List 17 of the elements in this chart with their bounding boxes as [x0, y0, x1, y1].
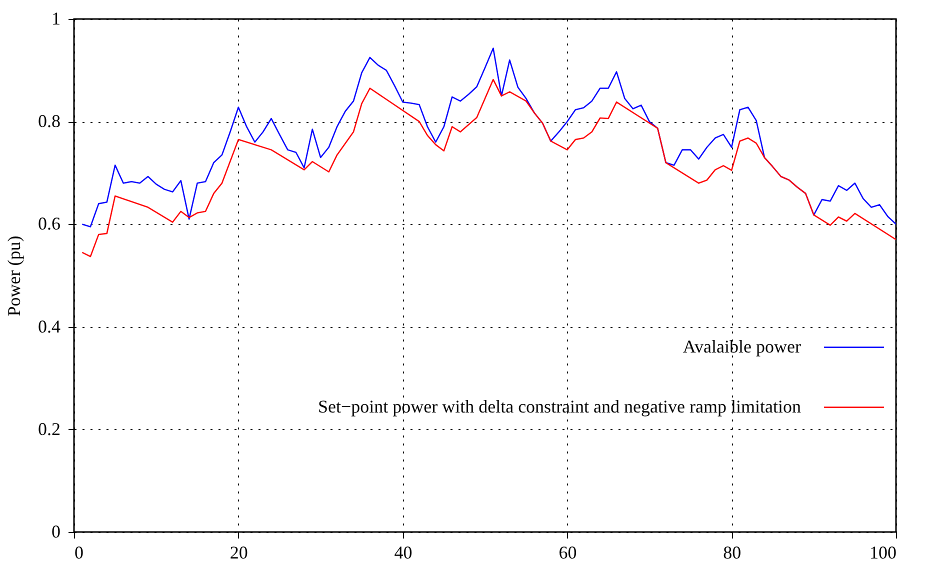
- x-tick-label: 100: [870, 542, 896, 562]
- y-tick-label: 0: [52, 522, 60, 542]
- legend-label: Set−point power with delta constraint and negative ramp limitation: [318, 396, 801, 416]
- y-tick-label: 0.2: [38, 418, 60, 439]
- y-tick-label: 0.4: [38, 316, 60, 336]
- line-series: [82, 78, 896, 258]
- line-series: [82, 48, 896, 228]
- x-tick-label: 60: [558, 542, 577, 562]
- y-tick-label: 0.6: [38, 214, 60, 234]
- y-tick-label: 1: [52, 8, 60, 28]
- legend-label: Avalaible power: [682, 336, 801, 356]
- y-tick-label: 0.8: [38, 111, 60, 132]
- x-tick-label: 0: [74, 542, 84, 562]
- x-tick-label: 40: [394, 542, 412, 562]
- x-tick-label: 80: [723, 542, 742, 562]
- y-axis-title: Power (pu): [4, 236, 24, 316]
- x-tick-label: 20: [230, 542, 248, 562]
